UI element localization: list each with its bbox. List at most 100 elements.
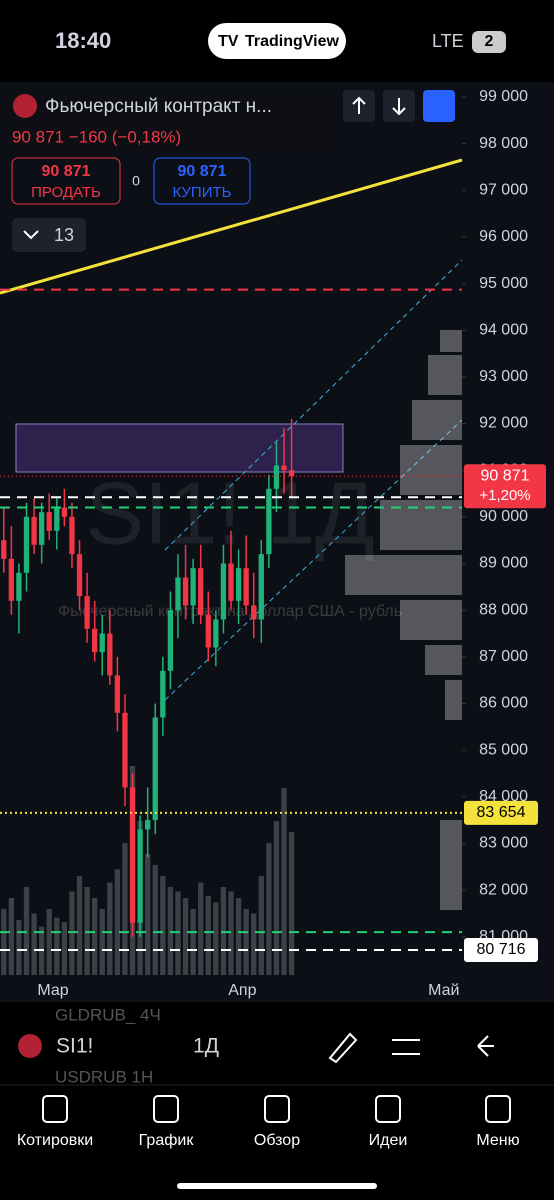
watermark-symbol: SI1! 1Д (85, 463, 375, 562)
volume-bar (258, 876, 264, 975)
symbol-button[interactable]: SI1! (56, 1035, 93, 1058)
sync-button[interactable] (423, 90, 455, 122)
volume-bar (281, 788, 287, 975)
indicators-toggle[interactable] (12, 218, 86, 252)
indicators-count: 13 (54, 225, 74, 245)
candle-body (145, 820, 151, 830)
buy-button[interactable] (153, 157, 251, 205)
candle-body (99, 633, 105, 653)
candle-body (266, 488, 272, 555)
nav-label[interactable]: График (139, 1132, 195, 1149)
instrument-title: Фьючерсный контракт н... (45, 96, 272, 117)
candle-body (175, 577, 181, 611)
interval-button[interactable]: 1Д (193, 1035, 219, 1058)
volume-bar (8, 898, 15, 975)
app-pill (208, 23, 346, 59)
volume-bar (69, 891, 75, 975)
volume-bar (92, 898, 98, 975)
nav-icon[interactable] (264, 1095, 290, 1123)
candle-body (137, 829, 143, 923)
candle-body (129, 787, 136, 923)
y-tick-label: 95 000 (479, 275, 528, 292)
spread: 0 (132, 173, 140, 189)
y-tick-label: 97 000 (479, 181, 528, 198)
flag (18, 1034, 42, 1058)
sell-button[interactable] (11, 157, 121, 205)
y-tick-label: 87 000 (479, 648, 528, 665)
y-tick-label: 89 000 (479, 555, 528, 572)
candle-body (182, 577, 189, 606)
y-tick-label: 85 000 (479, 741, 528, 758)
candle-body (281, 465, 287, 471)
zone (15, 423, 344, 473)
candle-body (84, 596, 90, 629)
x-tick-label: Апр (228, 982, 256, 999)
nav-label[interactable]: Меню (476, 1132, 519, 1149)
volume-bar (167, 887, 174, 975)
ghost-symbol: USDRUB 1Н (55, 1067, 153, 1086)
volume-bar (16, 920, 22, 975)
candle-body (69, 516, 75, 555)
candle-body (228, 563, 234, 601)
nav-icon[interactable] (375, 1095, 401, 1123)
volume-bar (76, 876, 83, 975)
y-tick-label: 99 000 (479, 88, 528, 105)
tool-icons[interactable] (328, 1032, 420, 1064)
candle-body (205, 614, 211, 648)
nav-label[interactable]: Идеи (369, 1132, 408, 1149)
y-tick-label: 92 000 (479, 415, 528, 432)
nav-bar: Котировки График Обзор Идеи Меню (17, 1095, 520, 1149)
y-tick-label: 86 000 (479, 695, 528, 712)
last-price: 90 871 (481, 467, 530, 484)
candle-body (235, 568, 242, 601)
y-tick-label: 88 000 (479, 601, 528, 618)
y-tick-label: 83 000 (479, 835, 528, 852)
candle-body (31, 516, 37, 545)
y-tick-label: 93 000 (479, 368, 528, 385)
candle-body (122, 712, 128, 788)
candle-body (1, 540, 7, 559)
candle-body (160, 670, 166, 718)
candle-body (243, 568, 249, 606)
volume-bar (213, 902, 219, 975)
time: 18:40 (55, 28, 111, 53)
price-label-bg (464, 800, 538, 825)
volume-bar (114, 869, 121, 975)
nav-label[interactable]: Котировки (17, 1132, 93, 1149)
candle-body (213, 619, 219, 648)
nav-icon[interactable] (153, 1095, 179, 1123)
tv-logo: TV (218, 33, 239, 50)
quote: 90 871 −160 (−0,18%) (12, 127, 181, 146)
candle-body (39, 512, 45, 545)
volume-bar (145, 854, 151, 975)
candle-body (220, 563, 227, 620)
volume-bar (61, 922, 68, 975)
volume-bar (84, 887, 90, 975)
y-tick-label: 84 000 (479, 788, 528, 805)
y-tick-label: 98 000 (479, 135, 528, 152)
app-name: TradingView (245, 33, 340, 50)
undo[interactable] (477, 1035, 494, 1057)
chevron (23, 230, 39, 240)
nav-icon[interactable] (42, 1095, 68, 1123)
flag (13, 94, 37, 118)
volume-bar (46, 909, 52, 975)
volume-bar (228, 891, 234, 975)
nav-label[interactable]: Обзор (254, 1132, 300, 1149)
x-tick-label: Мар (37, 982, 68, 999)
candle-body (258, 554, 264, 620)
sell-label: ПРОДАТЬ (31, 184, 101, 201)
price-label: 83 654 (477, 804, 526, 821)
price-label: 80 716 (477, 941, 526, 958)
nav-icon[interactable] (485, 1095, 511, 1123)
battery (472, 31, 506, 53)
home-indicator (177, 1183, 377, 1189)
candle-body (92, 628, 98, 653)
candle-body (114, 675, 121, 713)
price-label-bg (464, 937, 538, 962)
candle-body (61, 507, 68, 517)
candle-body (288, 470, 295, 477)
x-tick-label: Май (428, 982, 459, 999)
